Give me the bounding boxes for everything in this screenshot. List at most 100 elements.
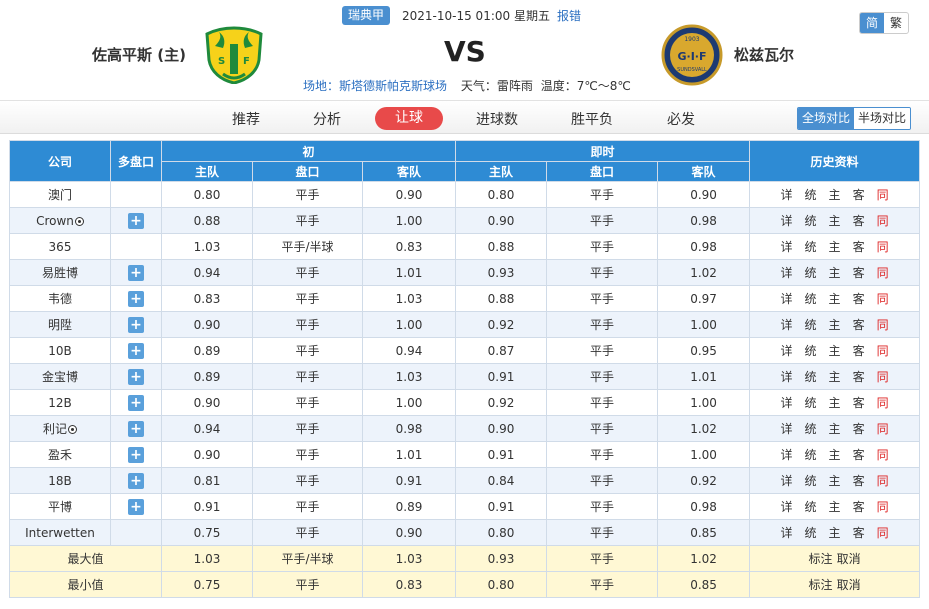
history-link-4[interactable]: 同 bbox=[876, 318, 889, 332]
multi-line-cell[interactable]: + bbox=[110, 259, 162, 286]
history-link-3[interactable]: 客 bbox=[852, 188, 865, 202]
history-link-0[interactable]: 详 bbox=[780, 344, 793, 358]
history-link-0[interactable]: 详 bbox=[780, 500, 793, 514]
expand-plus-icon[interactable]: + bbox=[128, 290, 144, 307]
expand-plus-icon[interactable]: + bbox=[128, 472, 144, 489]
history-link-2[interactable]: 主 bbox=[828, 396, 841, 410]
lang-simplified-button[interactable]: 简 bbox=[860, 13, 884, 33]
league-badge[interactable]: 瑞典甲 bbox=[342, 6, 390, 25]
history-link-1[interactable]: 统 bbox=[804, 266, 817, 280]
company-cell[interactable]: 易胜博 bbox=[9, 259, 111, 286]
history-link-0[interactable]: 详 bbox=[780, 448, 793, 462]
lang-traditional-button[interactable]: 繁 bbox=[889, 16, 902, 30]
history-link-1[interactable]: 统 bbox=[804, 318, 817, 332]
history-link-2[interactable]: 主 bbox=[828, 240, 841, 254]
company-name[interactable]: 平博 bbox=[47, 500, 72, 514]
company-cell[interactable]: 12B bbox=[9, 389, 111, 416]
history-link-0[interactable]: 详 bbox=[780, 422, 793, 436]
multi-line-cell[interactable]: + bbox=[110, 285, 162, 312]
company-name[interactable]: 澳门 bbox=[47, 188, 72, 202]
full-match-compare-button[interactable]: 全场对比 bbox=[798, 108, 855, 129]
history-link-2[interactable]: 主 bbox=[828, 370, 841, 384]
history-link-2[interactable]: 主 bbox=[828, 526, 841, 540]
tab-recommend[interactable]: 推荐 bbox=[232, 112, 260, 128]
history-link-3[interactable]: 客 bbox=[852, 240, 865, 254]
report-error-link[interactable]: 报错 bbox=[557, 9, 582, 23]
company-name[interactable]: Interwetten bbox=[25, 525, 95, 540]
history-link-4[interactable]: 同 bbox=[876, 396, 889, 410]
company-cell[interactable]: 18B bbox=[9, 467, 111, 494]
company-cell[interactable]: Crown bbox=[9, 207, 111, 234]
company-name[interactable]: 10B bbox=[48, 343, 72, 358]
history-link-1[interactable]: 统 bbox=[804, 500, 817, 514]
company-name[interactable]: 18B bbox=[48, 473, 72, 488]
venue-text[interactable]: 场地：斯塔德斯帕克斯球场 bbox=[303, 79, 448, 93]
expand-plus-icon[interactable]: + bbox=[128, 420, 144, 437]
history-link-2[interactable]: 主 bbox=[828, 214, 841, 228]
history-link-1[interactable]: 统 bbox=[804, 214, 817, 228]
history-link-3[interactable]: 客 bbox=[852, 318, 865, 332]
company-name[interactable]: 韦德 bbox=[47, 292, 72, 306]
expand-plus-icon[interactable]: + bbox=[128, 342, 144, 359]
company-cell[interactable]: 利记 bbox=[9, 415, 111, 442]
history-link-3[interactable]: 客 bbox=[852, 266, 865, 280]
company-name[interactable]: 利记 bbox=[42, 422, 67, 436]
history-link-4[interactable]: 同 bbox=[876, 188, 889, 202]
history-link-1[interactable]: 统 bbox=[804, 526, 817, 540]
history-link-1[interactable]: 统 bbox=[804, 422, 817, 436]
tab-betfair[interactable]: 必发 bbox=[667, 112, 695, 128]
history-link-4[interactable]: 同 bbox=[876, 240, 889, 254]
company-cell[interactable]: 365 bbox=[9, 233, 111, 260]
history-link-1[interactable]: 统 bbox=[804, 292, 817, 306]
history-link-4[interactable]: 同 bbox=[876, 500, 889, 514]
expand-plus-icon[interactable]: + bbox=[128, 498, 144, 515]
history-link-2[interactable]: 主 bbox=[828, 422, 841, 436]
company-name[interactable]: 12B bbox=[48, 395, 72, 410]
multi-line-cell[interactable]: + bbox=[110, 337, 162, 364]
tab-1x2[interactable]: 胜平负 bbox=[571, 112, 613, 128]
history-link-3[interactable]: 客 bbox=[852, 292, 865, 306]
expand-plus-icon[interactable]: + bbox=[128, 394, 144, 411]
history-link-4[interactable]: 同 bbox=[876, 292, 889, 306]
company-name[interactable]: 明陞 bbox=[47, 318, 72, 332]
history-link-4[interactable]: 同 bbox=[876, 448, 889, 462]
history-link-2[interactable]: 主 bbox=[828, 474, 841, 488]
home-team-name[interactable]: 佐高平斯 (主) bbox=[92, 46, 186, 64]
history-link-2[interactable]: 主 bbox=[828, 188, 841, 202]
company-cell[interactable]: 澳门 bbox=[9, 181, 111, 208]
history-link-4[interactable]: 同 bbox=[876, 266, 889, 280]
history-link-4[interactable]: 同 bbox=[876, 214, 889, 228]
company-cell[interactable]: 金宝博 bbox=[9, 363, 111, 390]
history-link-4[interactable]: 同 bbox=[876, 526, 889, 540]
history-link-4[interactable]: 同 bbox=[876, 344, 889, 358]
history-link-3[interactable]: 客 bbox=[852, 448, 865, 462]
mark-link[interactable]: 标注 bbox=[808, 552, 833, 566]
expand-plus-icon[interactable]: + bbox=[128, 446, 144, 463]
history-link-2[interactable]: 主 bbox=[828, 344, 841, 358]
history-link-0[interactable]: 详 bbox=[780, 370, 793, 384]
history-link-0[interactable]: 详 bbox=[780, 474, 793, 488]
expand-plus-icon[interactable]: + bbox=[128, 316, 144, 333]
multi-line-cell[interactable]: + bbox=[110, 311, 162, 338]
multi-line-cell[interactable]: + bbox=[110, 207, 162, 234]
history-link-1[interactable]: 统 bbox=[804, 448, 817, 462]
cancel-link[interactable]: 取消 bbox=[836, 552, 861, 566]
history-link-3[interactable]: 客 bbox=[852, 344, 865, 358]
history-link-3[interactable]: 客 bbox=[852, 474, 865, 488]
history-link-4[interactable]: 同 bbox=[876, 474, 889, 488]
company-cell[interactable]: 盈禾 bbox=[9, 441, 111, 468]
history-link-3[interactable]: 客 bbox=[852, 500, 865, 514]
multi-line-cell[interactable]: + bbox=[110, 467, 162, 494]
history-link-3[interactable]: 客 bbox=[852, 214, 865, 228]
company-name[interactable]: Crown bbox=[36, 213, 74, 228]
mark-link[interactable]: 标注 bbox=[808, 578, 833, 592]
history-link-3[interactable]: 客 bbox=[852, 370, 865, 384]
company-cell[interactable]: 明陞 bbox=[9, 311, 111, 338]
company-name[interactable]: 易胜博 bbox=[41, 266, 78, 280]
history-link-0[interactable]: 详 bbox=[780, 292, 793, 306]
history-link-1[interactable]: 统 bbox=[804, 396, 817, 410]
history-link-0[interactable]: 详 bbox=[780, 266, 793, 280]
history-link-1[interactable]: 统 bbox=[804, 344, 817, 358]
history-link-4[interactable]: 同 bbox=[876, 422, 889, 436]
history-link-3[interactable]: 客 bbox=[852, 422, 865, 436]
